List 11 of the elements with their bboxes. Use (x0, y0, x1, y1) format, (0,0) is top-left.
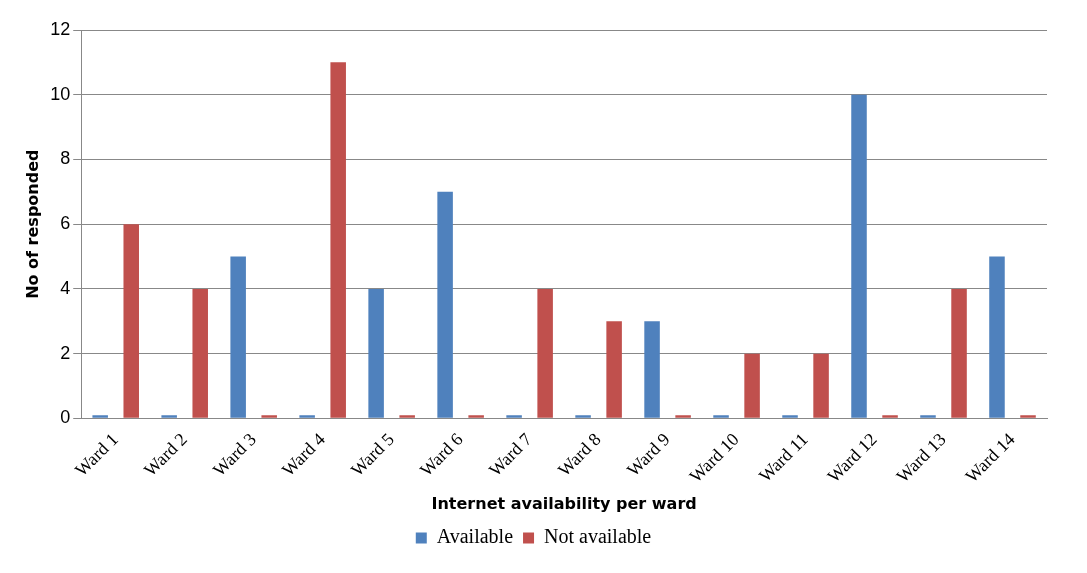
y-axis-title: No of responded (22, 149, 42, 299)
y-tick-label: 6 (60, 213, 71, 234)
y-tick-label: 12 (50, 18, 71, 39)
y-tick-label: 4 (60, 277, 71, 298)
legend-label: Not available (544, 525, 652, 548)
y-tick-label: 2 (60, 342, 71, 363)
y-tick-label: 8 (60, 148, 71, 169)
x-axis-title: Internet availability per ward (431, 493, 697, 513)
y-tick-label: 10 (50, 83, 71, 104)
legend-label: Available (436, 525, 514, 548)
y-tick-label: 0 (60, 407, 71, 428)
